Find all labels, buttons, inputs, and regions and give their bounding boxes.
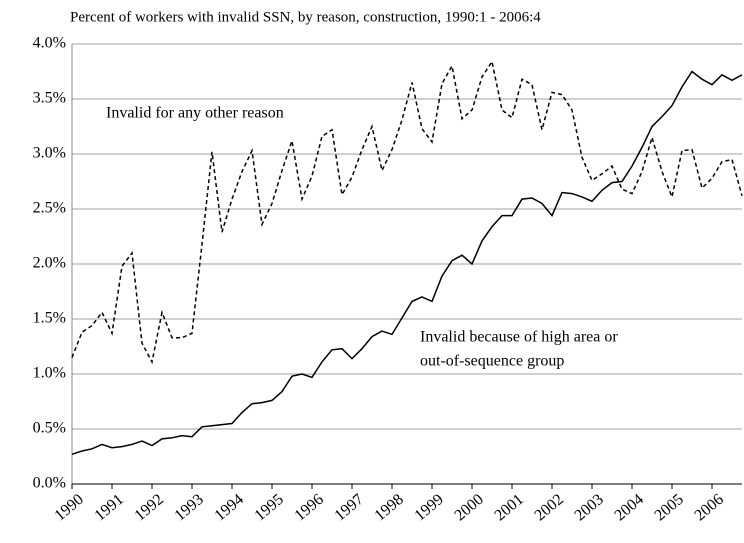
x-tick-label: 2003 bbox=[571, 491, 606, 525]
y-tick-label: 0.0% bbox=[33, 475, 66, 492]
series-line bbox=[71, 59, 743, 365]
x-tick-label: 1997 bbox=[331, 491, 366, 525]
annotation: Invalid because of high area or bbox=[420, 329, 618, 346]
x-tick-label: 1996 bbox=[291, 491, 326, 525]
x-tick-label: 1991 bbox=[91, 491, 126, 525]
annotation: out-of-sequence group bbox=[420, 353, 564, 370]
x-tick-label: 1993 bbox=[171, 491, 206, 525]
x-tick-label: 2006 bbox=[691, 491, 726, 525]
chart-title: Percent of workers with invalid SSN, by … bbox=[70, 9, 541, 25]
y-tick-label: 3.0% bbox=[33, 145, 66, 162]
y-tick-label: 2.0% bbox=[33, 255, 66, 272]
x-tick-label: 1990 bbox=[51, 491, 86, 525]
x-tick-label: 1999 bbox=[411, 491, 446, 525]
x-tick-label: 2001 bbox=[491, 491, 526, 525]
y-tick-label: 4.0% bbox=[33, 35, 66, 52]
x-tick-label: 1994 bbox=[211, 491, 246, 525]
x-tick-label: 1998 bbox=[371, 491, 406, 525]
x-tick-label: 2005 bbox=[651, 491, 686, 525]
annotation: Invalid for any other reason bbox=[106, 105, 284, 122]
y-tick-label: 0.5% bbox=[33, 420, 66, 437]
x-tick-label: 2004 bbox=[611, 491, 646, 525]
y-tick-label: 3.5% bbox=[33, 90, 66, 107]
x-tick-label: 1992 bbox=[131, 491, 166, 525]
x-tick-label: 2002 bbox=[531, 491, 566, 525]
x-tick-label: 2000 bbox=[451, 491, 486, 525]
series-line bbox=[71, 70, 743, 456]
x-tick-label: 1995 bbox=[251, 491, 286, 525]
y-tick-label: 2.5% bbox=[33, 200, 66, 217]
y-tick-label: 1.0% bbox=[33, 365, 66, 382]
y-tick-label: 1.5% bbox=[33, 310, 66, 327]
